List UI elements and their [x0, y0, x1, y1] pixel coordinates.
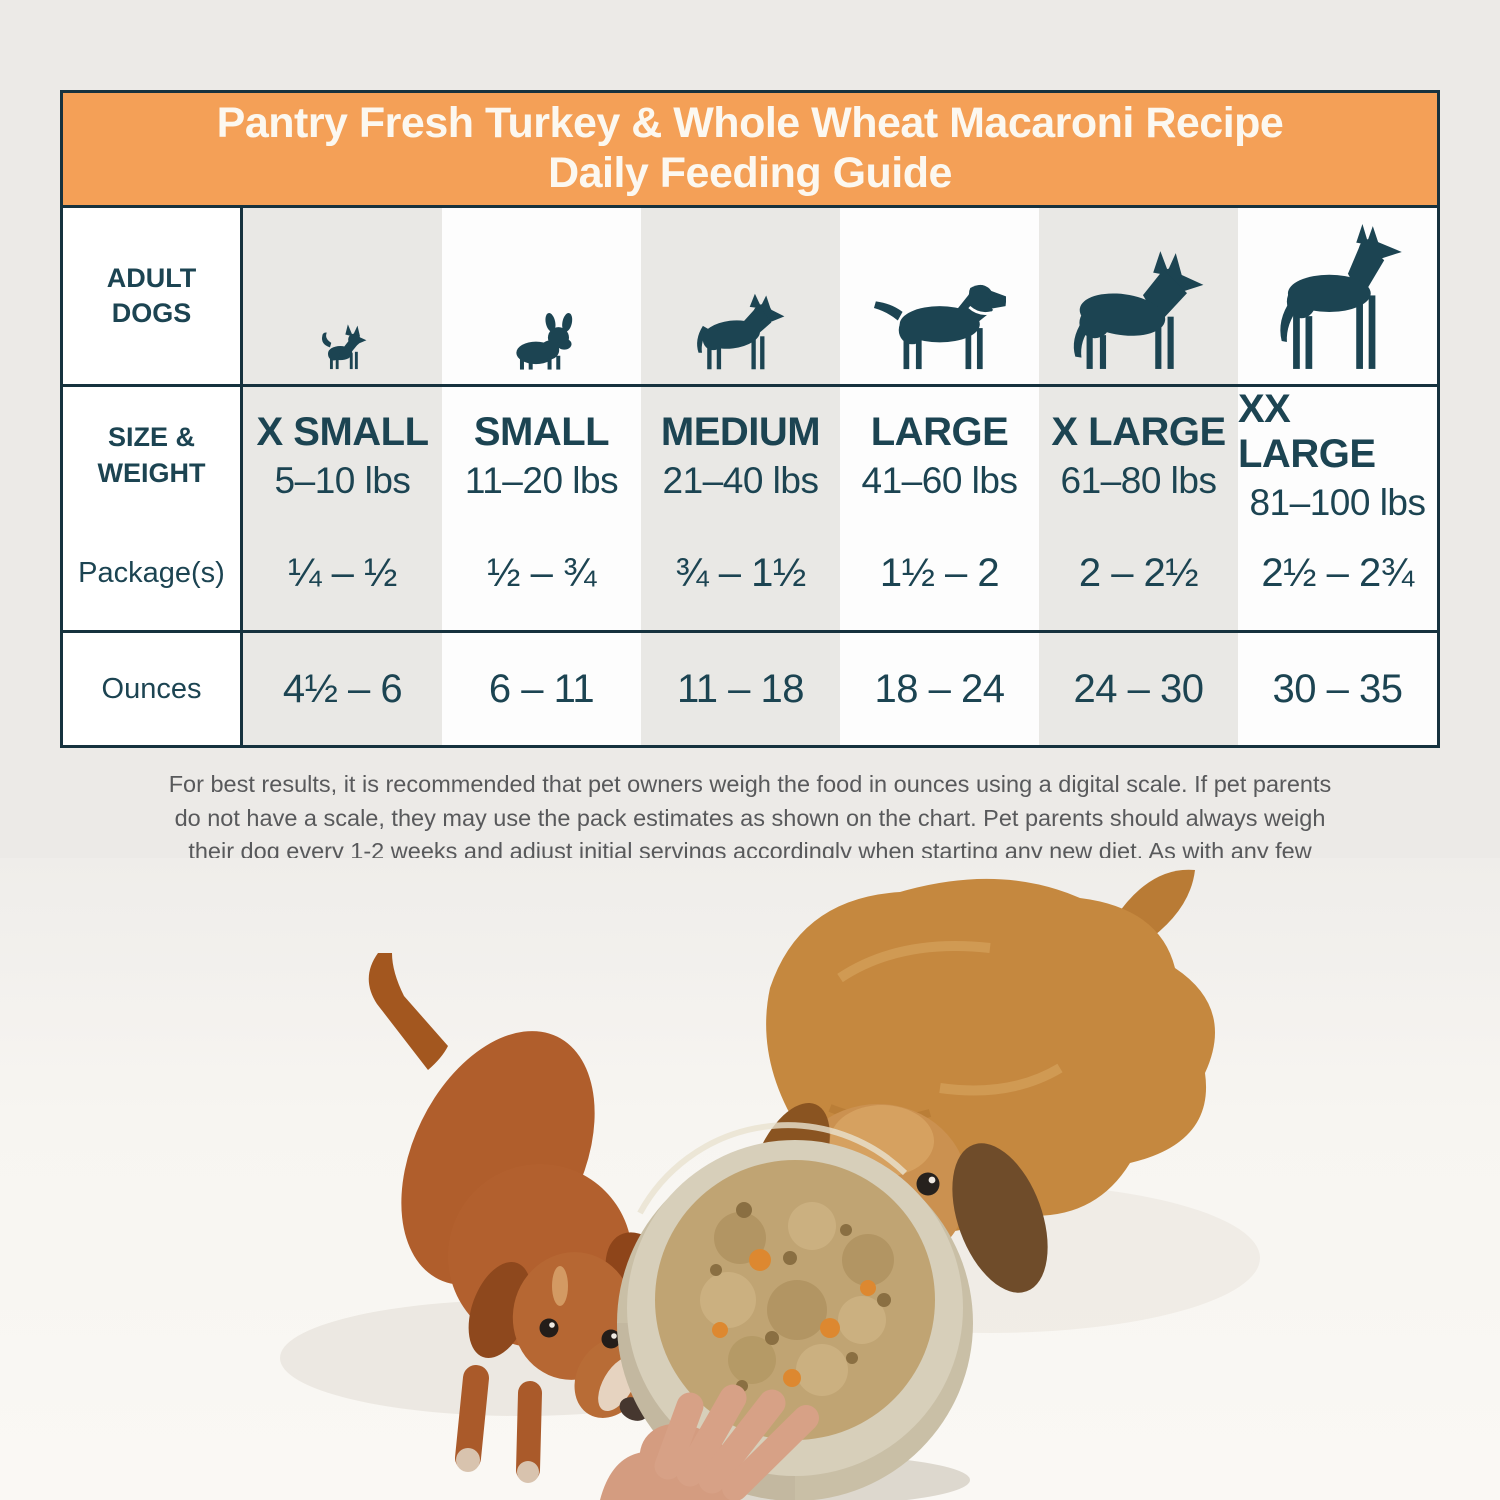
cell-dog-medium	[641, 208, 840, 384]
cell-packages-large: 1½ – 2	[840, 516, 1039, 630]
cell-packages-medium: ¾ – 1½	[641, 516, 840, 630]
pit-bull-icon	[697, 293, 785, 370]
table-title-line1: Pantry Fresh Turkey & Whole Wheat Macaro…	[216, 99, 1284, 148]
french-bulldog-icon	[516, 313, 572, 370]
cell-dog-large	[840, 208, 1039, 384]
row-label-size-weight: SIZE & WEIGHT	[63, 387, 243, 524]
row-label-packages: Package(s)	[63, 516, 243, 630]
cell-ounces-medium: 11 – 18	[641, 633, 840, 745]
dachshund-left	[368, 953, 691, 1483]
row-label-ounces: Ounces	[63, 633, 243, 745]
cell-ounces-xsmall: 4½ – 6	[243, 633, 442, 745]
row-ounces: Ounces 4½ – 6 6 – 11 11 – 18 18 – 24 24 …	[63, 630, 1437, 745]
cell-ounces-xlarge: 24 – 30	[1039, 633, 1238, 745]
cell-size-large: LARGE 41–60 lbs	[840, 387, 1039, 524]
cell-dog-small	[442, 208, 641, 384]
cell-dog-xlarge	[1039, 208, 1238, 384]
labrador-icon	[873, 284, 1007, 370]
cell-size-small: SMALL 11–20 lbs	[442, 387, 641, 524]
cell-size-xlarge: X LARGE 61–80 lbs	[1039, 387, 1238, 524]
cell-packages-small: ½ – ¾	[442, 516, 641, 630]
cell-ounces-small: 6 – 11	[442, 633, 641, 745]
row-packages: Package(s) ¼ – ½ ½ – ¾ ¾ – 1½ 1½ – 2 2 –…	[63, 513, 1437, 630]
chihuahua-icon	[321, 324, 367, 370]
cell-size-medium: MEDIUM 21–40 lbs	[641, 387, 840, 524]
cell-dog-xxlarge	[1238, 208, 1437, 384]
cell-packages-xxlarge: 2½ – 2¾	[1238, 516, 1437, 630]
cell-size-xxlarge: XX LARGE 81–100 lbs	[1238, 387, 1437, 524]
food-bowl	[617, 1122, 973, 1500]
row-adult-dogs: ADULT DOGS	[63, 205, 1437, 384]
german-shepherd-icon	[1073, 251, 1204, 369]
cell-packages-xsmall: ¼ – ½	[243, 516, 442, 630]
great-dane-icon	[1280, 224, 1402, 369]
cell-ounces-xxlarge: 30 – 35	[1238, 633, 1437, 745]
product-photo	[0, 858, 1500, 1500]
cell-size-xsmall: X SMALL 5–10 lbs	[243, 387, 442, 524]
hand	[600, 1384, 819, 1500]
cell-packages-xlarge: 2 – 2½	[1039, 516, 1238, 630]
cell-ounces-large: 18 – 24	[840, 633, 1039, 745]
feeding-guide-table: Pantry Fresh Turkey & Whole Wheat Macaro…	[60, 90, 1440, 748]
cell-dog-xsmall	[243, 208, 442, 384]
row-label-adult-dogs: ADULT DOGS	[63, 208, 243, 384]
row-size-weight: SIZE & WEIGHT X SMALL 5–10 lbs SMALL 11–…	[63, 384, 1437, 524]
table-title-line2: Daily Feeding Guide	[548, 149, 952, 197]
table-title: Pantry Fresh Turkey & Whole Wheat Macaro…	[63, 93, 1437, 205]
